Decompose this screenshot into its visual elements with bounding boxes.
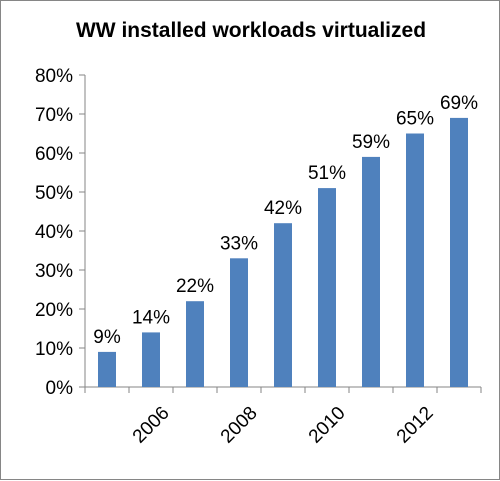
- bar: [362, 156, 380, 387]
- y-tick-label: 40%: [35, 222, 73, 243]
- x-tick-label: 2008: [217, 403, 262, 448]
- data-label: 22%: [176, 276, 214, 297]
- y-tick-label: 80%: [35, 66, 73, 87]
- x-tick-label: 2006: [129, 403, 174, 448]
- data-label: 69%: [440, 93, 478, 114]
- y-tick-label: 50%: [35, 183, 73, 204]
- data-label: 59%: [352, 132, 390, 153]
- bar: [230, 258, 248, 387]
- bar: [318, 188, 336, 387]
- x-tick-label: 2010: [305, 403, 350, 448]
- data-label: 33%: [220, 233, 258, 254]
- bar: [186, 301, 204, 387]
- data-label: 51%: [308, 163, 346, 184]
- data-label: 14%: [132, 307, 170, 328]
- bar: [274, 223, 292, 387]
- bar: [142, 332, 160, 387]
- y-tick-label: 0%: [46, 378, 74, 399]
- y-tick-label: 10%: [35, 339, 73, 360]
- bar: [450, 117, 468, 388]
- y-tick-label: 30%: [35, 261, 73, 282]
- data-label: 42%: [264, 198, 302, 219]
- x-tick-label: 2012: [393, 403, 438, 448]
- chart-title: WW installed workloads virtualized: [75, 19, 427, 42]
- data-label: 65%: [396, 109, 434, 130]
- data-label: 9%: [93, 327, 121, 348]
- y-tick-label: 20%: [35, 300, 73, 321]
- y-tick-label: 60%: [35, 144, 73, 165]
- bar: [98, 351, 116, 387]
- y-tick-label: 70%: [35, 105, 73, 126]
- bar: [406, 133, 424, 387]
